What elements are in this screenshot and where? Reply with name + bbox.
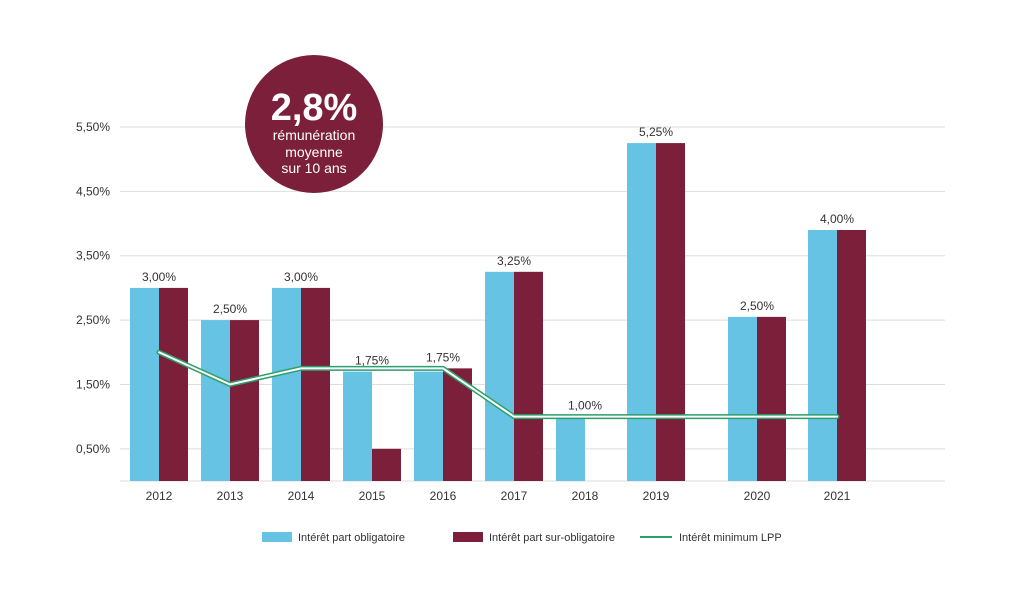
legend-swatch-surobligatoire (453, 532, 483, 542)
legend-swatch-obligatoire (262, 532, 292, 542)
y-tick-label: 3,50% (76, 249, 110, 263)
y-tick-label: 4,50% (76, 184, 110, 198)
badge-circle (245, 55, 383, 193)
bar-obligatoire-2013 (201, 320, 230, 481)
bar-obligatoire-2016 (414, 371, 443, 481)
bar-surobligatoire-2012 (159, 287, 188, 481)
y-tick-label: 5,50% (76, 120, 110, 134)
badge-line-3: sur 10 ans (281, 160, 346, 176)
data-labels: 3,00% 2,50% 3,00% 1,75% 1,75% 3,25% 1,00% 5,25%… (142, 125, 854, 413)
bar-obligatoire-2021 (808, 229, 837, 481)
bar-surobligatoire-2017 (514, 271, 543, 481)
bar-surobligatoire-2015 (372, 448, 401, 481)
x-axis: 2012 2013 2014 2015 2016 2017 2018 2019 2020 2021 (146, 489, 851, 503)
x-tick-label: 2013 (217, 489, 244, 503)
badge-value: 2,8% (271, 87, 358, 129)
bar-obligatoire-2017 (485, 271, 514, 481)
bar-obligatoire-2019 (627, 143, 656, 481)
y-axis: 0,50% 1,50% 2,50% 3,50% 4,50% 5,50% (76, 120, 110, 456)
bars (130, 143, 866, 481)
bar-obligatoire-2012 (130, 287, 159, 481)
legend: Intérêt part obligatoire Intérêt part sur… (262, 532, 782, 544)
bar-surobligatoire-2019 (656, 143, 685, 481)
bar-surobligatoire-2020 (757, 316, 786, 481)
badge-line-2: moyenne (285, 144, 343, 160)
lpp-line (158, 351, 838, 418)
bar-obligatoire-2014 (272, 287, 301, 481)
y-tick-label: 0,50% (76, 442, 110, 456)
data-label-2015: 1,75% (355, 354, 389, 368)
average-return-badge: 2,8% rémunération moyenne sur 10 ans (245, 55, 383, 193)
bar-obligatoire-2020 (728, 316, 757, 481)
data-label-2020: 2,50% (740, 299, 774, 313)
x-tick-label: 2014 (288, 489, 315, 503)
data-label-2014: 3,00% (284, 270, 318, 284)
minimum-interest-line (156, 349, 840, 420)
bar-surobligatoire-2013 (230, 320, 259, 481)
data-label-2013: 2,50% (213, 302, 247, 316)
badge-line-1: rémunération (273, 127, 356, 143)
x-tick-label: 2015 (359, 489, 386, 503)
bar-obligatoire-2015 (343, 371, 372, 481)
bar-surobligatoire-2021 (837, 229, 866, 481)
legend-label-obligatoire: Intérêt part obligatoire (298, 532, 405, 544)
legend-label-surobligatoire: Intérêt part sur-obligatoire (489, 532, 615, 544)
x-tick-label: 2016 (430, 489, 457, 503)
y-tick-label: 1,50% (76, 377, 110, 391)
x-tick-label: 2012 (146, 489, 173, 503)
data-label-2012: 3,00% (142, 270, 176, 284)
x-tick-label: 2020 (744, 489, 771, 503)
bar-surobligatoire-2014 (301, 287, 330, 481)
data-label-2019: 5,25% (639, 125, 673, 139)
x-tick-label: 2018 (572, 489, 599, 503)
x-tick-label: 2017 (501, 489, 528, 503)
legend-label-lpp: Intérêt minimum LPP (679, 532, 782, 544)
x-tick-label: 2021 (824, 489, 851, 503)
bar-obligatoire-2018 (556, 416, 585, 481)
data-label-2021: 4,00% (820, 212, 854, 226)
x-tick-label: 2019 (643, 489, 670, 503)
data-label-2016: 1,75% (426, 350, 460, 364)
data-label-2017: 3,25% (497, 254, 531, 268)
y-tick-label: 2,50% (76, 313, 110, 327)
data-label-2018: 1,00% (568, 399, 602, 413)
